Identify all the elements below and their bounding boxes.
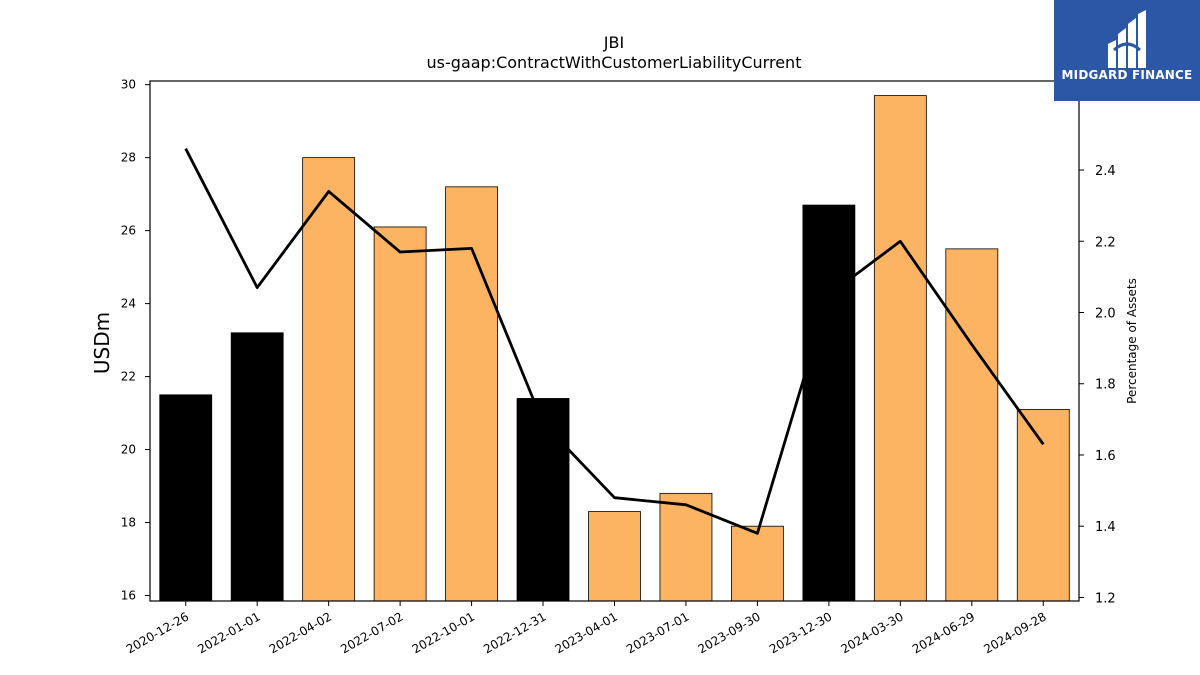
x-tick-label: 2023-07-01 [624, 609, 691, 656]
y2-tick-label: 1.4 [1095, 520, 1116, 535]
chart-title: JBI [603, 33, 624, 52]
bar-2022-04-02 [302, 157, 356, 602]
y2-axis-label: Percentage of Assets [1125, 278, 1139, 404]
x-tick-label: 2022-07-02 [338, 609, 405, 656]
y-tick-label: 20 [121, 443, 136, 457]
y-tick-label: 28 [121, 151, 136, 165]
midgard-logo-icon [1108, 10, 1146, 68]
bar-2024-09-28 [1016, 409, 1070, 602]
y-axis-label: USDm [90, 312, 114, 374]
y2-tick-label: 1.6 [1095, 449, 1116, 464]
x-tick-label: 2022-04-02 [267, 609, 334, 656]
x-tick-label: 2022-01-01 [195, 609, 262, 656]
y-tick-label: 26 [121, 224, 136, 238]
y2-tick-label: 2.4 [1095, 164, 1116, 179]
y2-tick-label: 1.8 [1095, 378, 1116, 393]
y2-tick-label: 2.2 [1095, 235, 1116, 250]
x-tick-label: 2024-03-30 [838, 609, 905, 656]
bar-2024-06-29 [945, 248, 999, 602]
x-tick-label: 2024-06-29 [910, 609, 977, 656]
brand-name: MIDGARD FINANCE [1061, 68, 1193, 82]
bar-2022-12-31 [516, 398, 570, 602]
y-tick-label: 24 [121, 297, 136, 311]
x-tick-label: 2022-12-31 [481, 609, 548, 656]
x-tick-label: 2024-09-28 [981, 609, 1048, 656]
y2-tick-label: 1.2 [1095, 591, 1116, 606]
x-axis: 2020-12-26 2022-01-01 2022-04-02 2022-07-02… [124, 601, 1049, 656]
bar-2024-03-30 [873, 95, 927, 602]
left-axis: 16 18 20 22 24 26 28 30 [121, 78, 150, 603]
bar-2023-07-01 [659, 492, 713, 602]
chart-subtitle: us-gaap:ContractWithCustomerLiabilityCur… [427, 53, 802, 72]
bar-group [159, 95, 1070, 602]
x-tick-label: 2023-04-01 [553, 609, 620, 656]
bar-2022-01-01 [230, 332, 284, 602]
line-group [184, 148, 1045, 535]
bar-2023-09-30 [731, 525, 784, 602]
x-tick-label: 2022-10-01 [410, 609, 477, 656]
bar-2022-07-02 [373, 226, 427, 602]
bar-2020-12-26 [159, 394, 213, 602]
y-tick-label: 22 [121, 370, 136, 384]
x-tick-label: 2020-12-26 [124, 609, 191, 656]
bar-2023-12-30 [802, 204, 856, 602]
y-tick-label: 30 [121, 78, 136, 92]
y-tick-label: 16 [121, 589, 136, 603]
bar-2023-04-01 [588, 511, 641, 602]
y2-tick-label: 2.0 [1095, 307, 1116, 322]
x-tick-label: 2023-09-30 [696, 609, 763, 656]
bar-2022-10-01 [445, 186, 498, 602]
percentage-line [184, 148, 1045, 535]
brand-logo: MIDGARD FINANCE [1054, 0, 1200, 101]
y-tick-label: 18 [121, 516, 136, 530]
x-tick-label: 2023-12-30 [767, 609, 834, 656]
right-axis: 1.2 1.4 1.6 1.8 2.0 2.2 2.4 [1079, 164, 1116, 606]
